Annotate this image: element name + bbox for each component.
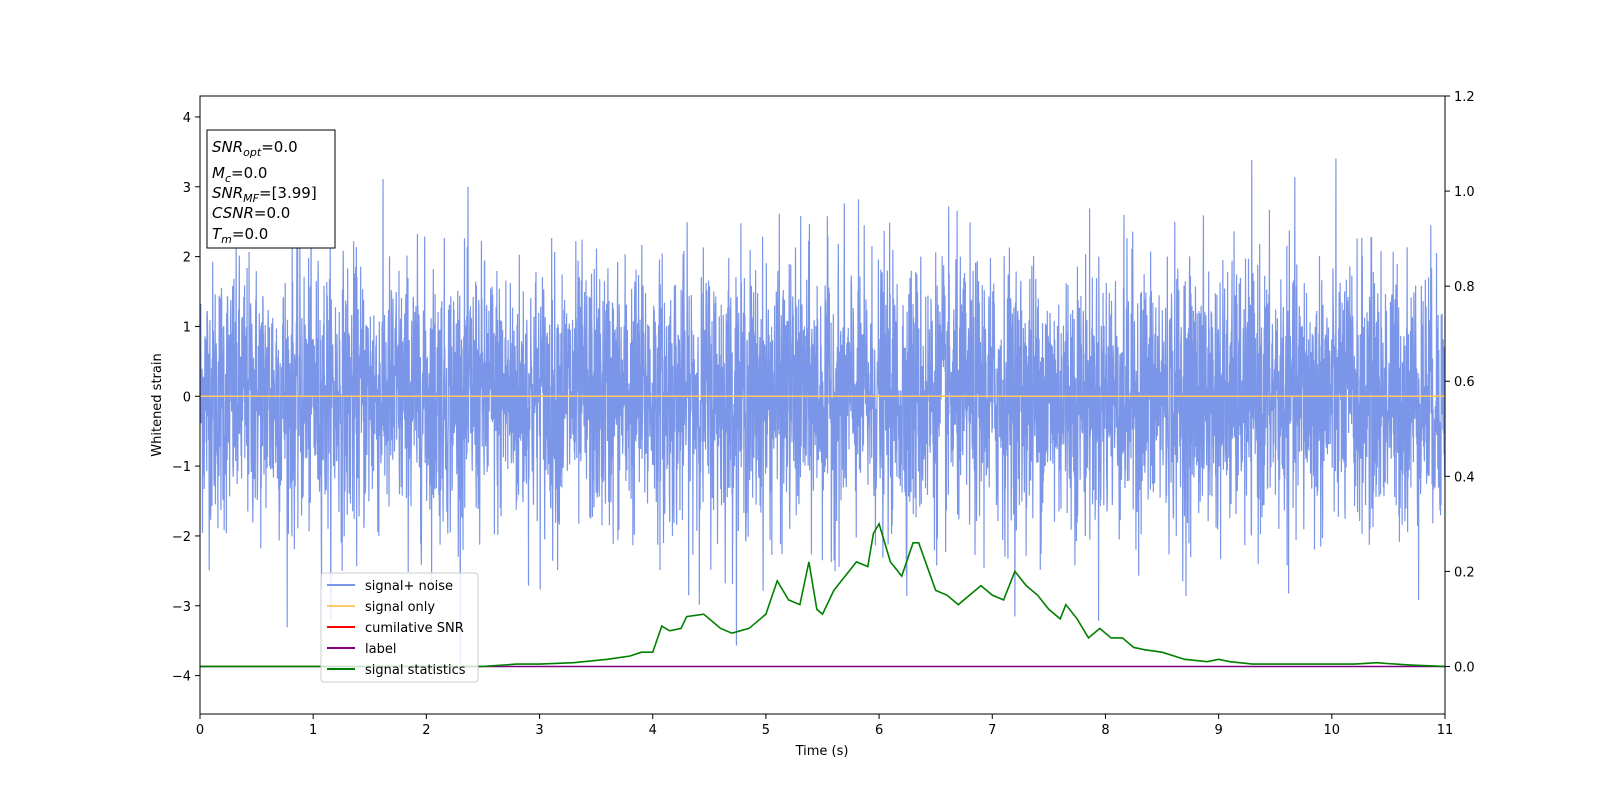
y-left-tick-label: −4 [172, 670, 191, 685]
signal-statistics-line [200, 521, 1445, 668]
legend-frame [320, 572, 479, 683]
signal-noise-line [200, 158, 1445, 664]
y-right-tick-label: 1.2 [1454, 90, 1475, 105]
x-tick-label: 7 [988, 723, 996, 738]
y-axis-left: −4 −3 −2 −1 0 1 2 3 4 [172, 111, 200, 685]
x-tick-label: 8 [1101, 723, 1109, 738]
y-axis-right: 0.0 0.2 0.4 0.6 0.8 1.0 1.2 [1445, 90, 1475, 675]
series-signal-noise [200, 158, 1445, 664]
x-tick-label: 3 [535, 723, 543, 738]
y-left-tick-label: −1 [172, 460, 191, 475]
x-axis-label: Time (s) [795, 744, 849, 759]
legend-label-signal-only: signal only [365, 600, 435, 615]
y-right-tick-label: 0.6 [1454, 375, 1475, 390]
y-right-tick-label: 0.0 [1454, 660, 1475, 675]
info-box: SNRopt=0.0 Mc=0.0 SNRMF=[3.99] CSNR=0.0 … [206, 129, 336, 249]
x-tick-label: 11 [1437, 723, 1454, 738]
legend-label-signal-noise: signal+ noise [365, 579, 453, 594]
legend-label-signal-statistics: signal statistics [365, 663, 466, 678]
info-tm: Tm=0.0 [212, 225, 268, 246]
y-right-tick-label: 0.8 [1454, 280, 1475, 295]
info-snr-opt: SNRopt=0.0 [212, 138, 298, 159]
x-tick-label: 2 [422, 723, 430, 738]
info-mc: Mc=0.0 [212, 164, 267, 185]
info-csnr: CSNR=0.0 [212, 204, 290, 222]
x-tick-label: 6 [875, 723, 883, 738]
info-box-frame [206, 129, 336, 249]
x-tick-label: 4 [649, 723, 657, 738]
y-axis-label: Whitened strain [150, 353, 165, 456]
y-left-tick-label: 0 [183, 390, 191, 405]
y-left-tick-label: 3 [183, 181, 191, 196]
legend: signal+ noise signal only cumilative SNR… [320, 572, 479, 683]
y-left-tick-label: −3 [172, 600, 191, 615]
y-right-tick-label: 0.2 [1454, 565, 1475, 580]
y-right-tick-label: 1.0 [1454, 185, 1475, 200]
x-tick-label: 0 [196, 723, 204, 738]
y-left-tick-label: 4 [183, 111, 191, 126]
legend-label-cumulative-snr: cumilative SNR [365, 621, 464, 636]
x-tick-label: 10 [1324, 723, 1341, 738]
y-left-tick-label: 1 [183, 320, 191, 335]
x-tick-label: 1 [309, 723, 317, 738]
plot-frame [199, 95, 1446, 715]
legend-label-label: label [365, 642, 396, 657]
x-tick-label: 9 [1214, 723, 1222, 738]
y-left-tick-label: −2 [172, 530, 191, 545]
y-right-tick-label: 0.4 [1454, 470, 1475, 485]
y-left-tick-label: 2 [183, 251, 191, 266]
x-tick-label: 5 [762, 723, 770, 738]
x-axis: 0 1 2 3 4 5 6 7 8 9 10 11 [196, 714, 1453, 738]
info-snr-mf: SNRMF=[3.99] [212, 184, 317, 205]
